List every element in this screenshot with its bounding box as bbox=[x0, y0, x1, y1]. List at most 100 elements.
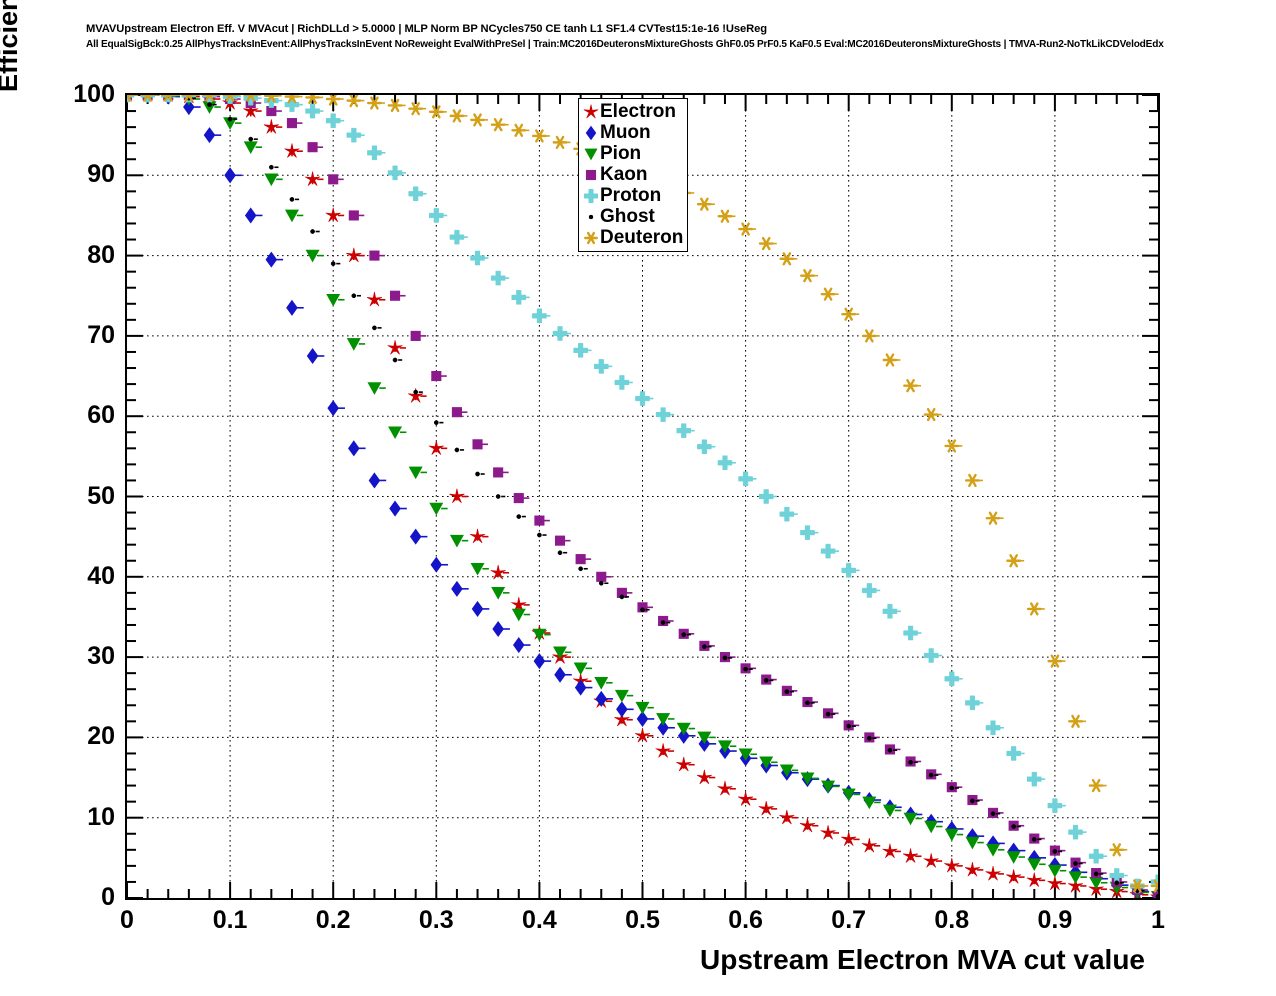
data-point bbox=[305, 249, 320, 263]
x-tick-label: 0.4 bbox=[522, 906, 557, 934]
data-point bbox=[325, 207, 341, 222]
x-tick-label: 1 bbox=[1151, 906, 1165, 934]
data-point bbox=[557, 550, 563, 556]
legend-entry-proton[interactable]: Proton bbox=[582, 185, 684, 206]
data-point bbox=[140, 95, 156, 102]
data-point bbox=[346, 95, 362, 108]
data-point bbox=[284, 209, 299, 223]
y-tick-label: 20 bbox=[87, 722, 115, 751]
data-point bbox=[451, 580, 463, 597]
data-point bbox=[387, 98, 403, 113]
data-point bbox=[584, 231, 598, 244]
legend-label: Proton bbox=[600, 185, 662, 206]
legend-entry-electron[interactable]: Electron bbox=[582, 101, 684, 122]
data-point bbox=[289, 197, 295, 202]
data-point bbox=[657, 719, 669, 736]
data-point bbox=[594, 676, 609, 690]
data-point bbox=[263, 95, 279, 103]
data-point bbox=[286, 299, 298, 316]
data-point bbox=[389, 500, 401, 517]
data-point bbox=[1027, 858, 1042, 872]
data-point bbox=[516, 514, 522, 519]
data-point bbox=[475, 471, 480, 477]
data-point bbox=[284, 97, 300, 112]
data-point bbox=[181, 95, 197, 102]
data-point bbox=[800, 269, 815, 283]
data-point bbox=[263, 119, 279, 134]
legend-entry-pion[interactable]: Pion bbox=[582, 143, 684, 164]
data-point bbox=[965, 836, 980, 850]
data-point bbox=[268, 164, 274, 170]
data-point bbox=[490, 564, 506, 580]
data-point bbox=[697, 731, 712, 745]
data-point bbox=[1067, 878, 1084, 893]
data-point bbox=[677, 727, 690, 744]
data-point bbox=[800, 772, 815, 786]
data-point bbox=[882, 604, 898, 619]
data-point bbox=[429, 208, 444, 223]
data-point bbox=[593, 359, 609, 374]
data-point bbox=[366, 96, 382, 110]
data-point bbox=[841, 563, 856, 578]
data-point bbox=[882, 804, 897, 818]
y-axis-title: Efficiency / % bbox=[0, 0, 23, 92]
data-point bbox=[202, 95, 217, 102]
legend-label: Muon bbox=[600, 122, 651, 143]
data-point bbox=[903, 379, 919, 393]
data-point bbox=[1093, 871, 1099, 877]
legend-entry-kaon[interactable]: Kaon bbox=[582, 164, 684, 185]
data-point bbox=[1073, 861, 1078, 866]
legend-entry-deuteron[interactable]: Deuteron bbox=[582, 227, 684, 248]
data-point bbox=[820, 825, 836, 840]
data-point bbox=[696, 769, 712, 785]
data-point bbox=[923, 853, 939, 868]
data-point bbox=[1150, 879, 1158, 893]
data-point bbox=[887, 747, 893, 753]
data-point bbox=[493, 467, 504, 478]
data-point bbox=[326, 293, 341, 307]
triangle-down-marker-icon bbox=[582, 145, 600, 163]
data-point bbox=[222, 95, 238, 102]
data-point bbox=[449, 488, 465, 504]
data-point bbox=[495, 494, 501, 499]
data-point bbox=[392, 357, 398, 363]
data-point bbox=[634, 727, 651, 743]
data-point bbox=[472, 439, 483, 450]
data-point bbox=[511, 597, 527, 612]
data-point bbox=[717, 740, 732, 754]
y-tick-label: 80 bbox=[87, 240, 115, 269]
data-point bbox=[1114, 880, 1120, 886]
data-point bbox=[469, 528, 486, 544]
data-point bbox=[537, 532, 542, 538]
data-point bbox=[660, 620, 666, 625]
data-point bbox=[949, 785, 955, 791]
data-point bbox=[431, 370, 442, 382]
data-point bbox=[990, 811, 996, 817]
data-point bbox=[1109, 843, 1125, 857]
x-axis-title: Upstream Electron MVA cut value bbox=[700, 944, 1146, 975]
data-point bbox=[325, 95, 341, 106]
data-point bbox=[202, 95, 217, 103]
y-tick-label: 60 bbox=[87, 401, 115, 430]
data-point bbox=[846, 723, 852, 729]
data-point bbox=[676, 722, 691, 736]
data-point bbox=[820, 543, 836, 559]
data-point bbox=[243, 103, 259, 118]
data-point bbox=[584, 148, 598, 160]
data-point bbox=[222, 95, 238, 104]
data-point bbox=[985, 866, 1001, 881]
data-point bbox=[944, 439, 960, 453]
data-point bbox=[861, 329, 877, 343]
data-point bbox=[825, 711, 831, 717]
data-point bbox=[655, 743, 671, 758]
data-point bbox=[573, 343, 588, 358]
diamond-marker-icon bbox=[582, 124, 600, 142]
data-point bbox=[866, 735, 872, 741]
square-marker-icon bbox=[582, 166, 600, 184]
data-point bbox=[681, 632, 687, 637]
data-point bbox=[636, 710, 649, 727]
legend-entry-muon[interactable]: Muon bbox=[582, 122, 684, 143]
legend-entry-ghost[interactable]: Ghost bbox=[582, 206, 684, 227]
data-point bbox=[575, 554, 586, 565]
data-point bbox=[702, 644, 707, 650]
